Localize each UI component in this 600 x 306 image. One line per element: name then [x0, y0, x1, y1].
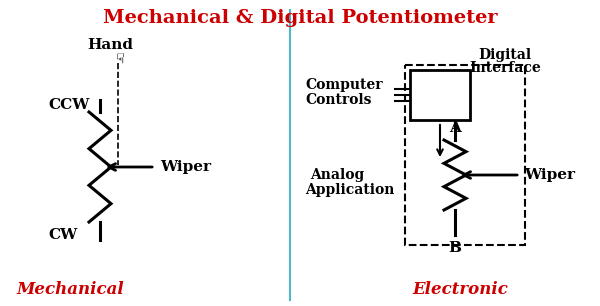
Text: A: A — [449, 121, 461, 135]
Text: Analog: Analog — [310, 168, 364, 182]
Text: Mechanical & Digital Potentiometer: Mechanical & Digital Potentiometer — [103, 9, 497, 27]
Text: CCW: CCW — [48, 98, 89, 112]
Text: ☞: ☞ — [111, 52, 125, 64]
Text: Application: Application — [305, 183, 394, 197]
Text: Mechanical: Mechanical — [16, 282, 124, 298]
Text: B: B — [449, 241, 461, 255]
Bar — [410, 70, 470, 120]
Text: Controls: Controls — [305, 93, 371, 107]
Text: Wiper: Wiper — [160, 160, 211, 174]
Text: Digital: Digital — [478, 48, 532, 62]
Text: Wiper: Wiper — [524, 168, 575, 182]
Text: Computer: Computer — [305, 78, 383, 92]
Text: Interface: Interface — [469, 61, 541, 75]
Text: CW: CW — [48, 228, 77, 242]
Text: Electronic: Electronic — [412, 282, 508, 298]
Bar — [405, 65, 525, 245]
Text: Hand: Hand — [87, 38, 133, 52]
